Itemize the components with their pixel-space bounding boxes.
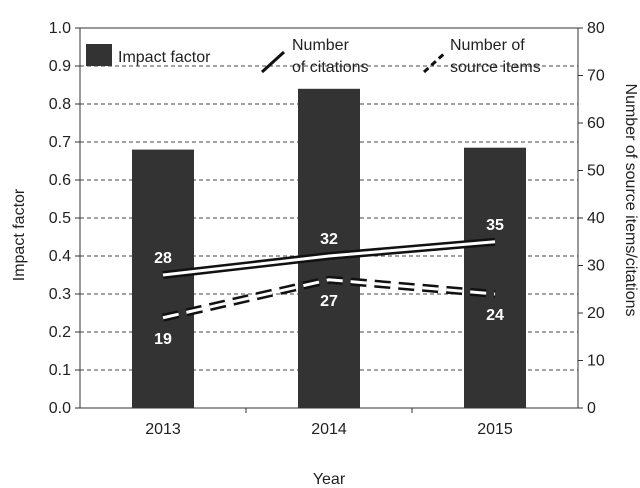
y-tick-label-right-40: 40 <box>587 210 605 227</box>
data-label-number-of-citations-2014: 32 <box>320 231 338 248</box>
data-label-number-of-source-items-2014: 27 <box>320 293 338 310</box>
y-tick-label-right-30: 30 <box>587 258 605 275</box>
data-labels: 28 32 35 19 27 24 <box>154 217 504 348</box>
data-label-number-of-source-items-2013: 19 <box>154 331 172 348</box>
y-tick-label-left-0.6: 0.6 <box>49 172 71 189</box>
x-axis-title: Year <box>313 471 346 488</box>
legend-source-items-label-1: Number of <box>450 37 525 54</box>
legend-citations-label-2: of citations <box>292 59 368 76</box>
axes: 0.0 0.1 0.2 0.3 0.4 0.5 0.6 0.7 0.8 0.9 1.0 0 10 20 30… <box>49 20 605 438</box>
line-number-of-citations <box>162 240 496 277</box>
legend-citations-swatch <box>260 50 286 74</box>
y-tick-label-left-0.7: 0.7 <box>49 134 71 151</box>
y-tick-label-left-0.2: 0.2 <box>49 324 71 341</box>
line-number-of-source-items <box>162 278 496 320</box>
legend-citations-label-1: Number <box>292 37 350 54</box>
y-tick-label-left-1.0: 1.0 <box>49 20 71 37</box>
y-tick-label-right-80: 80 <box>587 20 605 37</box>
y-tick-label-right-70: 70 <box>587 68 605 85</box>
legend-impact-factor-label: Impact factor <box>118 49 211 66</box>
bar-2014 <box>298 88 360 409</box>
legend: Impact factor Number of citations Number… <box>86 37 541 76</box>
y-tick-label-left-0.1: 0.1 <box>49 362 71 379</box>
bar-2013 <box>132 149 194 408</box>
y-axis-right-title: Number of source items/citations <box>622 84 639 317</box>
y-tick-label-left-0.3: 0.3 <box>49 286 71 303</box>
data-label-number-of-citations-2013: 28 <box>154 250 172 267</box>
y-tick-label-left-0.9: 0.9 <box>49 58 71 75</box>
y-tick-label-left-0.8: 0.8 <box>49 96 71 113</box>
y-tick-label-right-60: 60 <box>587 115 605 132</box>
y-tick-label-right-0: 0 <box>587 400 596 417</box>
series-lines <box>162 237 496 322</box>
y-tick-label-left-0.4: 0.4 <box>49 248 71 265</box>
data-label-number-of-source-items-2015: 24 <box>486 307 504 324</box>
y-tick-label-right-20: 20 <box>587 305 605 322</box>
legend-bar-swatch <box>86 44 112 66</box>
x-tick-label-2013: 2013 <box>145 421 181 438</box>
y-axis-left-title: Impact factor <box>11 188 28 281</box>
data-label-number-of-citations-2015: 35 <box>486 217 504 234</box>
y-tick-label-right-10: 10 <box>587 353 605 370</box>
y-tick-label-left-0.5: 0.5 <box>49 210 71 227</box>
x-tick-label-2014: 2014 <box>311 421 347 438</box>
y-tick-label-left-0.0: 0.0 <box>49 400 71 417</box>
x-tick-label-2015: 2015 <box>477 421 513 438</box>
bars <box>132 88 526 409</box>
legend-source-items-swatch <box>422 50 448 74</box>
y-tick-label-right-50: 50 <box>587 163 605 180</box>
legend-source-items-label-2: source items <box>450 59 541 76</box>
bar-2015 <box>464 147 526 408</box>
